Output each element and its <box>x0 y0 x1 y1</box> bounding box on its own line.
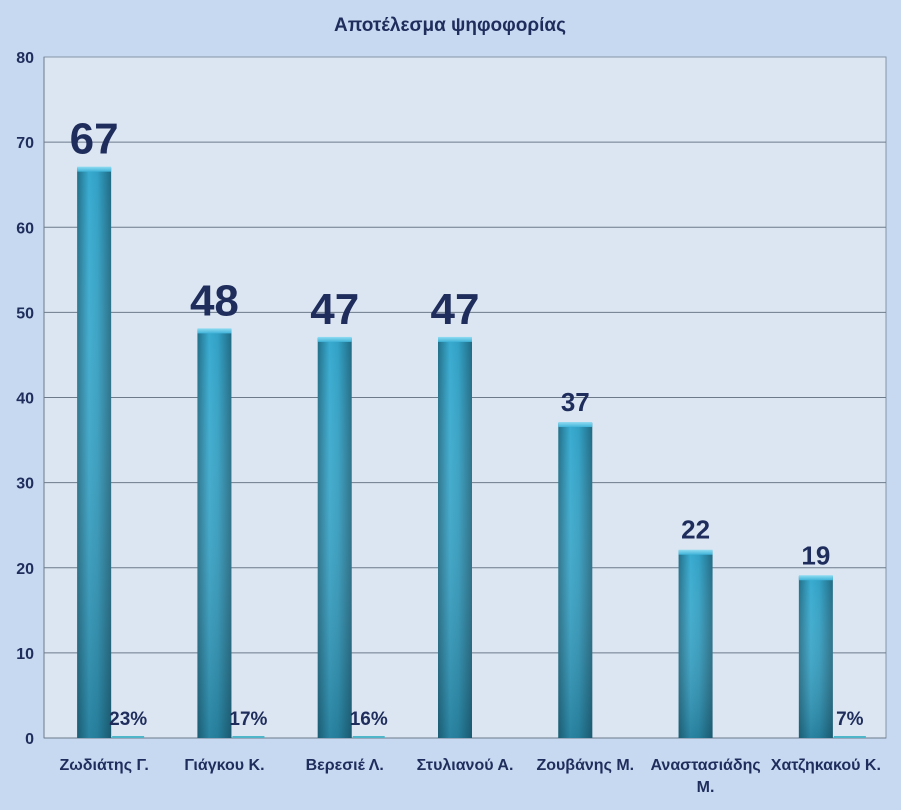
x-tick-label: Βερεσιέ Λ. <box>306 757 384 774</box>
y-tick-label: 30 <box>16 476 34 493</box>
bar-shade <box>438 337 472 738</box>
bar-cap <box>197 328 232 334</box>
gridlines <box>44 141 886 654</box>
bar-cap <box>438 336 472 342</box>
y-tick-label: 20 <box>16 561 34 578</box>
percent-label: 7% <box>836 709 864 730</box>
bar <box>678 549 713 738</box>
x-tick-label: Ζουβάνης Μ. <box>536 757 634 774</box>
bar-value-label: 67 <box>70 115 119 164</box>
y-tick-label: 80 <box>16 50 34 67</box>
bar-cap <box>77 166 112 172</box>
percent-bar <box>112 736 145 738</box>
y-tick-label: 0 <box>25 731 34 748</box>
x-tick-label: Χατζηκακού Κ. <box>771 757 881 774</box>
bar-shade <box>77 167 112 739</box>
bar-cap <box>798 575 833 581</box>
percent-label: 17% <box>229 709 267 730</box>
x-tick-label: Μ. <box>697 779 715 796</box>
bar-shade <box>678 550 713 738</box>
y-tick-label: 40 <box>16 391 34 408</box>
y-tick-label: 60 <box>16 220 34 237</box>
percent-bar <box>352 736 385 738</box>
y-tick-label: 50 <box>16 305 34 322</box>
bar <box>438 336 472 738</box>
x-tick-label: Γιάγκου Κ. <box>184 757 264 774</box>
bar <box>317 336 352 738</box>
bar-shade <box>558 423 593 738</box>
bar-value-label: 37 <box>561 387 590 417</box>
x-tick-label: Στυλιανού Α. <box>417 757 514 774</box>
bar-shade <box>798 576 833 738</box>
bar-value-label: 47 <box>310 285 359 334</box>
percent-bar <box>232 736 265 738</box>
bar <box>197 328 232 738</box>
bar-cap <box>317 336 352 342</box>
x-tick-label: Αναστασιάδης <box>650 757 760 774</box>
bar <box>558 422 593 738</box>
bar-value-label: 22 <box>681 515 710 545</box>
bar-shade <box>317 337 352 738</box>
chart-title: Αποτέλεσμα ψηφοφορίας <box>334 15 566 36</box>
data-labels: 67 23% 48 17% 47 16% 47 37 22 19 7% <box>70 115 864 730</box>
y-tick-label: 70 <box>16 135 34 152</box>
bar-shade <box>197 329 232 738</box>
y-tick-label: 10 <box>16 646 34 663</box>
bar <box>77 166 112 739</box>
percent-bar <box>833 736 866 738</box>
bar-cap <box>678 549 713 555</box>
bar-value-label: 48 <box>190 276 239 325</box>
bars <box>77 166 866 739</box>
bar-value-label: 47 <box>431 285 480 334</box>
x-axis: Ζωδιάτης Γ. Γιάγκου Κ. Βερεσιέ Λ. Στυλιανού… <box>60 757 881 796</box>
bar-cap <box>558 422 593 428</box>
percent-label: 23% <box>109 709 147 730</box>
x-tick-label: Ζωδιάτης Γ. <box>60 757 149 774</box>
bar <box>798 575 833 738</box>
percent-label: 16% <box>350 709 388 730</box>
bar-value-label: 19 <box>801 540 830 570</box>
